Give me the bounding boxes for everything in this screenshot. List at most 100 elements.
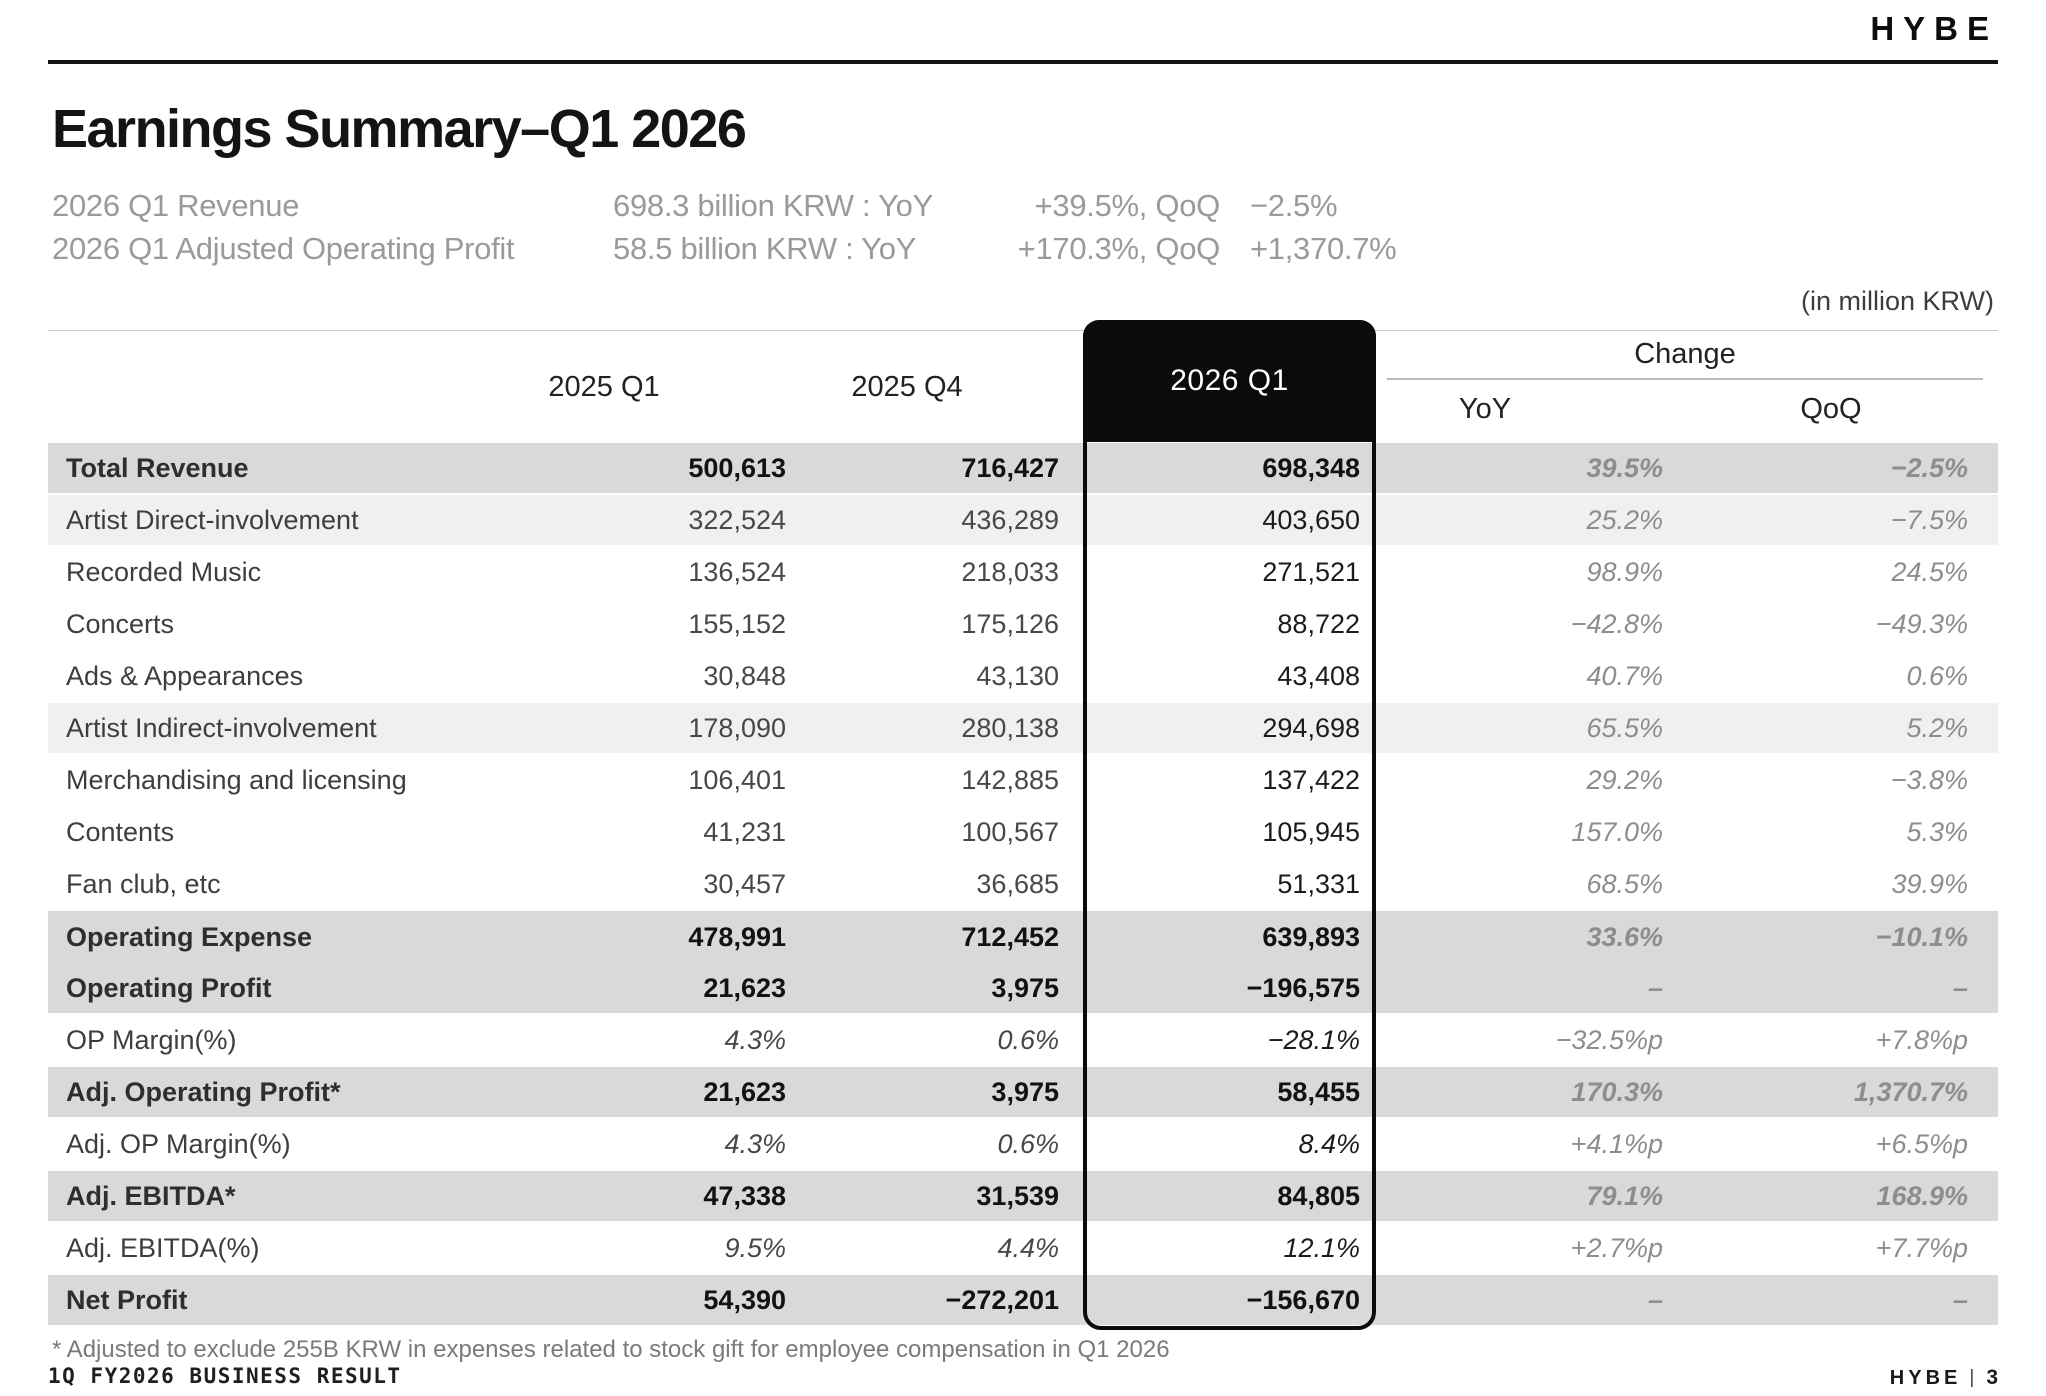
cell-q4_2025: 0.6% [997,1025,1059,1055]
cell-qoq: −2.5% [1890,453,1968,483]
cell-q1_2025: 30,457 [703,869,786,899]
hybe-logo: HYBE [1870,10,1998,47]
cell-qoq: +7.7%p [1875,1233,1968,1263]
header-rule [48,60,1998,64]
unit-note: (in million KRW) [1800,286,1994,316]
cell-q4_2025: 0.6% [997,1129,1059,1159]
cell-q1_2025: 136,524 [688,557,786,587]
cell-q4_2025: 31,539 [976,1181,1059,1211]
row-label: Merchandising and licensing [66,765,407,795]
cell-qoq: 5.2% [1906,713,1968,743]
column-header-2025q4: 2025 Q4 [851,371,963,403]
cell-q1_2025: 106,401 [688,765,786,795]
cell-qoq: +6.5%p [1875,1129,1968,1159]
row-label: OP Margin(%) [66,1025,237,1055]
row-label: Adj. EBITDA(%) [66,1233,260,1263]
footer-separator: | [1969,1367,1975,1388]
cell-qoq: +7.8%p [1875,1025,1968,1055]
row-label: Recorded Music [66,557,262,587]
cell-q4_2025: 436,289 [961,505,1059,535]
cell-q4_2025: 3,975 [991,973,1059,1003]
table-row: Net Profit 54,390 −272,201 −156,670 – – [48,1275,1998,1327]
cell-q1_2025: 478,991 [688,922,786,952]
cell-yoy: 98.9% [1586,557,1663,587]
highlight-qoq: +1,370.7% [1250,230,1397,266]
column-header-qoq: QoQ [1800,393,1862,425]
cell-q1_2025: 4.3% [724,1025,786,1055]
cell-yoy: 68.5% [1586,869,1663,899]
cell-q1_2026: 12.1% [1283,1233,1360,1263]
cell-q1_2025: 54,390 [703,1285,786,1315]
cell-q1_2026: −156,670 [1246,1285,1360,1315]
highlight-column-header: 2026 Q1 [1083,320,1376,442]
column-header-2026q1: 2026 Q1 [1170,364,1289,397]
cell-q1_2026: 43,408 [1277,661,1360,691]
table-row: Contents 41,231 100,567 105,945 157.0% 5.3% [48,807,1998,859]
cell-q1_2026: 294,698 [1262,713,1360,743]
highlight-metrics: 2026 Q1 Revenue 698.3 billion KRW : YoY … [52,184,1998,270]
cell-yoy: −32.5%p [1555,1025,1663,1055]
cell-qoq: −7.5% [1890,505,1968,535]
cell-q4_2025: 218,033 [961,557,1059,587]
cell-yoy: −42.8% [1570,609,1663,639]
highlight-yoy: +39.5%, QoQ [1034,187,1221,223]
row-label: Concerts [66,609,175,639]
table-row: Adj. OP Margin(%) 4.3% 0.6% 8.4% +4.1%p +6.5%… [48,1119,1998,1171]
cell-qoq: 168.9% [1876,1181,1968,1211]
highlight-label: 2026 Q1 Revenue [52,187,300,223]
row-label: Operating Profit [66,973,272,1003]
table-row: OP Margin(%) 4.3% 0.6% −28.1% −32.5%p +7.8%p [48,1015,1998,1067]
cell-qoq: 39.9% [1891,869,1968,899]
table-row: Artist Direct-involvement 322,524 436,289 4… [48,495,1998,547]
cell-q1_2025: 30,848 [703,661,786,691]
footer-page-number: 3 [1986,1366,1998,1389]
highlight-yoy: +170.3%, QoQ [1017,230,1221,266]
table-row: Adj. EBITDA* 47,338 31,539 84,805 79.1% 168.9… [48,1171,1998,1223]
cell-q4_2025: 4.4% [997,1233,1059,1263]
highlight-revenue-row: 2026 Q1 Revenue 698.3 billion KRW : YoY … [52,184,1998,227]
footer-deck-title: 1Q FY2026 BUSINESS RESULT [48,1364,402,1388]
table-body: Total Revenue 500,613 716,427 698,348 39.5% −… [48,443,1998,1327]
row-label: Net Profit [66,1285,188,1315]
row-label: Total Revenue [66,453,249,483]
row-label: Adj. Operating Profit* [66,1077,341,1107]
cell-yoy: +2.7%p [1570,1233,1663,1263]
table-row: Artist Indirect-involvement 178,090 280,13… [48,703,1998,755]
table-row: Recorded Music 136,524 218,033 271,521 98.9%… [48,547,1998,599]
cell-q1_2026: 137,422 [1262,765,1360,795]
cell-q4_2025: 142,885 [961,765,1059,795]
highlight-adj-op-row: 2026 Q1 Adjusted Operating Profit 58.5 b… [52,227,1998,270]
cell-q1_2026: 51,331 [1277,869,1360,899]
cell-yoy: 25.2% [1586,505,1663,535]
cell-qoq: 0.6% [1906,661,1968,691]
cell-yoy: 170.3% [1571,1077,1663,1107]
cell-yoy: – [1647,973,1663,1003]
earnings-table: 2025 Q1 2025 Q4 Change YoY QoQ Total Rev… [48,320,1998,1330]
cell-q1_2025: 178,090 [688,713,786,743]
row-label: Contents [66,817,175,847]
table-row: Adj. Operating Profit* 21,623 3,975 58,455 1… [48,1067,1998,1119]
column-header-2025q1: 2025 Q1 [548,371,660,403]
row-label: Artist Direct-involvement [66,505,359,535]
row-label: Artist Indirect-involvement [66,713,377,743]
highlight-value: 58.5 billion KRW : YoY [613,230,917,266]
cell-q4_2025: 280,138 [961,713,1059,743]
cell-yoy: 39.5% [1586,453,1663,483]
cell-q1_2025: 4.3% [724,1129,786,1159]
column-header-yoy: YoY [1458,393,1512,425]
cell-q1_2025: 41,231 [703,817,786,847]
table-row: Ads & Appearances 30,848 43,130 43,408 40.7%… [48,651,1998,703]
cell-qoq: 1,370.7% [1853,1077,1968,1107]
row-label: Adj. EBITDA* [66,1181,236,1211]
cell-q4_2025: 175,126 [961,609,1059,639]
footer-page-indicator: HYBE | 3 [1890,1366,1998,1390]
footer-brand: HYBE [1889,1366,1962,1389]
cell-q1_2026: 271,521 [1262,557,1360,587]
column-header-change: Change [1634,338,1736,370]
cell-q4_2025: −272,201 [945,1285,1059,1315]
table-row: Operating Expense 478,991 712,452 639,893 33… [48,911,1998,963]
cell-q1_2025: 500,613 [688,453,786,483]
cell-q1_2025: 322,524 [688,505,786,535]
change-header-underline [1387,378,1983,380]
row-label: Ads & Appearances [66,661,304,691]
